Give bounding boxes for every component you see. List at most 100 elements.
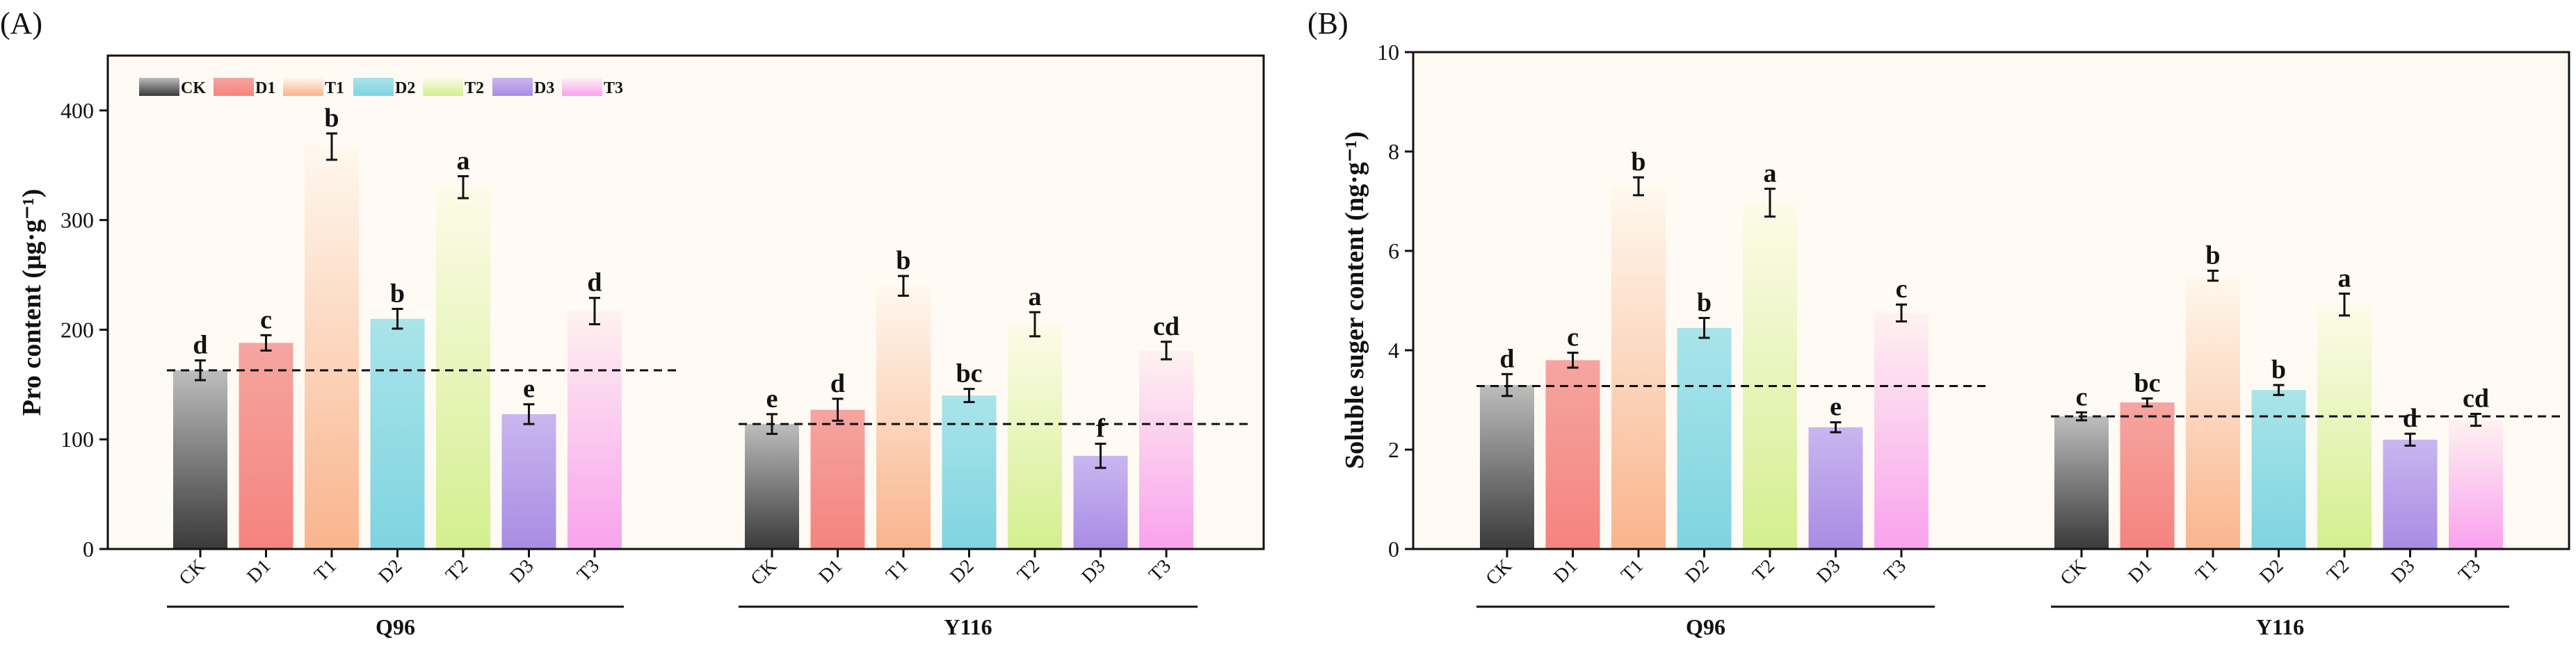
significance-letter: cd [2463,384,2489,413]
bar-y116-t2 [2317,304,2372,549]
significance-letter: d [1499,344,1514,373]
y-tick-label: 6 [1388,238,1399,263]
bar-q96-t2 [1743,202,1797,549]
panel-a-reference-lines [167,369,1253,425]
bar-y116-t1 [876,286,931,549]
legend-swatch-d1 [214,78,254,96]
x-category-label: T3 [1145,555,1175,586]
x-category-label: T2 [1748,555,1779,586]
x-category-label: T1 [1617,555,1648,586]
bar-q96-t3 [567,311,622,549]
panel-b-y-axis: 0 2 4 6 8 10 [1377,40,1413,562]
panel-b-frame [1412,51,2570,550]
panel-b-significance-letters: d c b b a e c c bc b b a d cd [1499,147,2489,433]
legend-swatch-t2 [423,78,463,96]
y-tick-label: 0 [1388,537,1399,562]
legend-label-t3: T3 [604,79,623,97]
x-category-label: D2 [1681,555,1713,587]
significance-letter: b [324,104,339,133]
x-category-label: D1 [2124,555,2156,587]
legend-label-t2: T2 [465,79,484,97]
bar-y116-t2 [1008,324,1062,549]
panel-b-groups: Q96 Y116 [1476,605,2509,639]
panel-a-frame [106,54,1265,550]
significance-letter: a [1029,282,1042,311]
x-category-label: D2 [374,555,406,587]
legend-label-ck: CK [181,79,206,97]
panel-a-plot-area [108,56,1264,549]
panel-b-error-bars [1502,176,2481,447]
group-label-q96: Q96 [1686,614,1725,639]
x-category-label: D1 [243,555,275,587]
panel-a-y-axis: 0 100 200 300 400 [61,98,108,562]
bar-q96-ck [173,370,227,549]
significance-letter: b [2271,355,2286,384]
legend-label-d2: D2 [395,79,415,97]
x-category-label: T2 [2323,555,2353,586]
bar-q96-d3 [1808,427,1863,549]
legend-label-t1: T1 [325,79,344,97]
significance-letter: a [457,147,470,176]
bar-q96-d1 [1545,360,1600,549]
y-tick-label: 2 [1388,437,1399,462]
panel-a: (A) d c b b a e d e d b bc a f cd 0 100 200 300 400 CK D1 T… [0,6,1265,639]
significance-letter: bc [956,359,983,388]
significance-letter: d [587,268,602,297]
x-category-label: CK [747,555,781,589]
panel-b-reference-lines [1476,384,2565,418]
panel-b-bars [1480,186,2503,549]
significance-letter: b [2205,241,2220,270]
panel-b-x-categories: CK D1 T1 D2 T2 D3 T3 CK D1 T1 D2 T2 D3 T3 [1482,549,2485,589]
group-label-y116: Y116 [944,614,992,639]
significance-letter: d [2403,404,2417,433]
bar-y116-d2 [2251,390,2306,549]
x-category-label: T3 [2454,555,2485,586]
significance-letter: cd [1153,312,1180,341]
x-category-label: T2 [1013,555,1044,586]
legend-swatch-t3 [562,78,602,96]
bar-y116-d2 [942,395,997,549]
panel-b-plot-area [1413,52,2569,549]
significance-letter: b [1631,147,1645,177]
x-category-label: D3 [2387,555,2419,587]
x-category-label: T1 [2191,555,2222,586]
y-tick-label: 100 [61,427,94,452]
x-category-label: CK [2056,555,2091,589]
legend-label-d3: D3 [534,79,554,97]
bar-y116-d1 [810,409,865,549]
x-category-label: D1 [1549,555,1581,587]
significance-letter: e [1830,393,1842,422]
bar-q96-t3 [1874,313,1929,549]
significance-letter: c [1896,275,1908,304]
panel-b-y-axis-title: Soluble suger content (ng·g⁻¹) [1340,131,1369,469]
significance-letter: a [2338,263,2351,293]
x-category-label: CK [1482,555,1516,589]
legend-swatch-d3 [492,78,533,96]
bar-y116-t3 [1139,350,1193,549]
y-tick-label: 300 [61,208,94,233]
bar-y116-ck [745,424,799,549]
y-tick-label: 200 [61,317,94,342]
bar-y116-d3 [2383,439,2438,549]
panel-b-label: (B) [1307,6,1349,40]
x-category-label: T1 [882,555,912,586]
x-category-label: D2 [946,555,978,587]
bar-q96-d3 [501,413,556,549]
bar-q96-t1 [1611,186,1666,549]
panel-a-significance-letters: d c b b a e d e d b bc a f cd [193,104,1180,443]
bar-y116-d1 [2120,402,2175,549]
panel-b: (B) d c b b a e c c bc b b a d cd 0 2 4 6 8 10 CK D1 T1 D2 T2 D… [1307,6,2570,639]
panel-a-label: (A) [0,6,42,40]
bar-q96-t2 [436,187,490,549]
x-category-label: T3 [573,555,604,586]
panel-a-y-axis-title: Pro content (μg·g⁻¹) [17,189,47,416]
legend-swatch-d2 [353,78,394,96]
panel-a-legend: CK D1 T1 D2 T2 D3 T3 [139,78,623,97]
significance-letter: d [193,331,207,360]
bar-y116-t3 [2449,420,2503,549]
y-tick-label: 4 [1388,338,1399,363]
group-label-q96: Q96 [376,614,415,639]
significance-letter: b [390,279,405,308]
y-tick-label: 0 [83,537,94,562]
